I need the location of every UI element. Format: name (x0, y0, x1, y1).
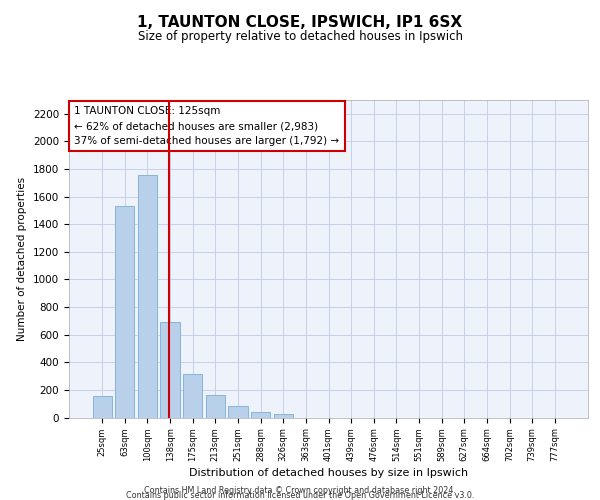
Bar (274, 414, 293, 418)
Text: Contains HM Land Registry data © Crown copyright and database right 2024.: Contains HM Land Registry data © Crown c… (144, 486, 456, 495)
Text: 1 TAUNTON CLOSE: 125sqm
← 62% of detached houses are smaller (2,983)
37% of semi: 1 TAUNTON CLOSE: 125sqm ← 62% of detache… (74, 106, 340, 146)
X-axis label: Distribution of detached houses by size in Ipswich: Distribution of detached houses by size … (189, 468, 468, 478)
Bar (183, 374, 202, 418)
Bar (138, 174, 157, 418)
Bar (160, 322, 180, 418)
Text: 1, TAUNTON CLOSE, IPSWICH, IP1 6SX: 1, TAUNTON CLOSE, IPSWICH, IP1 6SX (137, 15, 463, 30)
Text: Size of property relative to detached houses in Ipswich: Size of property relative to detached ho… (137, 30, 463, 43)
Text: Contains public sector information licensed under the Open Government Licence v3: Contains public sector information licen… (126, 491, 474, 500)
Bar (92, 396, 112, 417)
Bar (206, 396, 225, 417)
Bar (251, 412, 270, 418)
Bar (115, 206, 134, 418)
Y-axis label: Number of detached properties: Number of detached properties (17, 176, 28, 341)
Bar (229, 406, 248, 418)
